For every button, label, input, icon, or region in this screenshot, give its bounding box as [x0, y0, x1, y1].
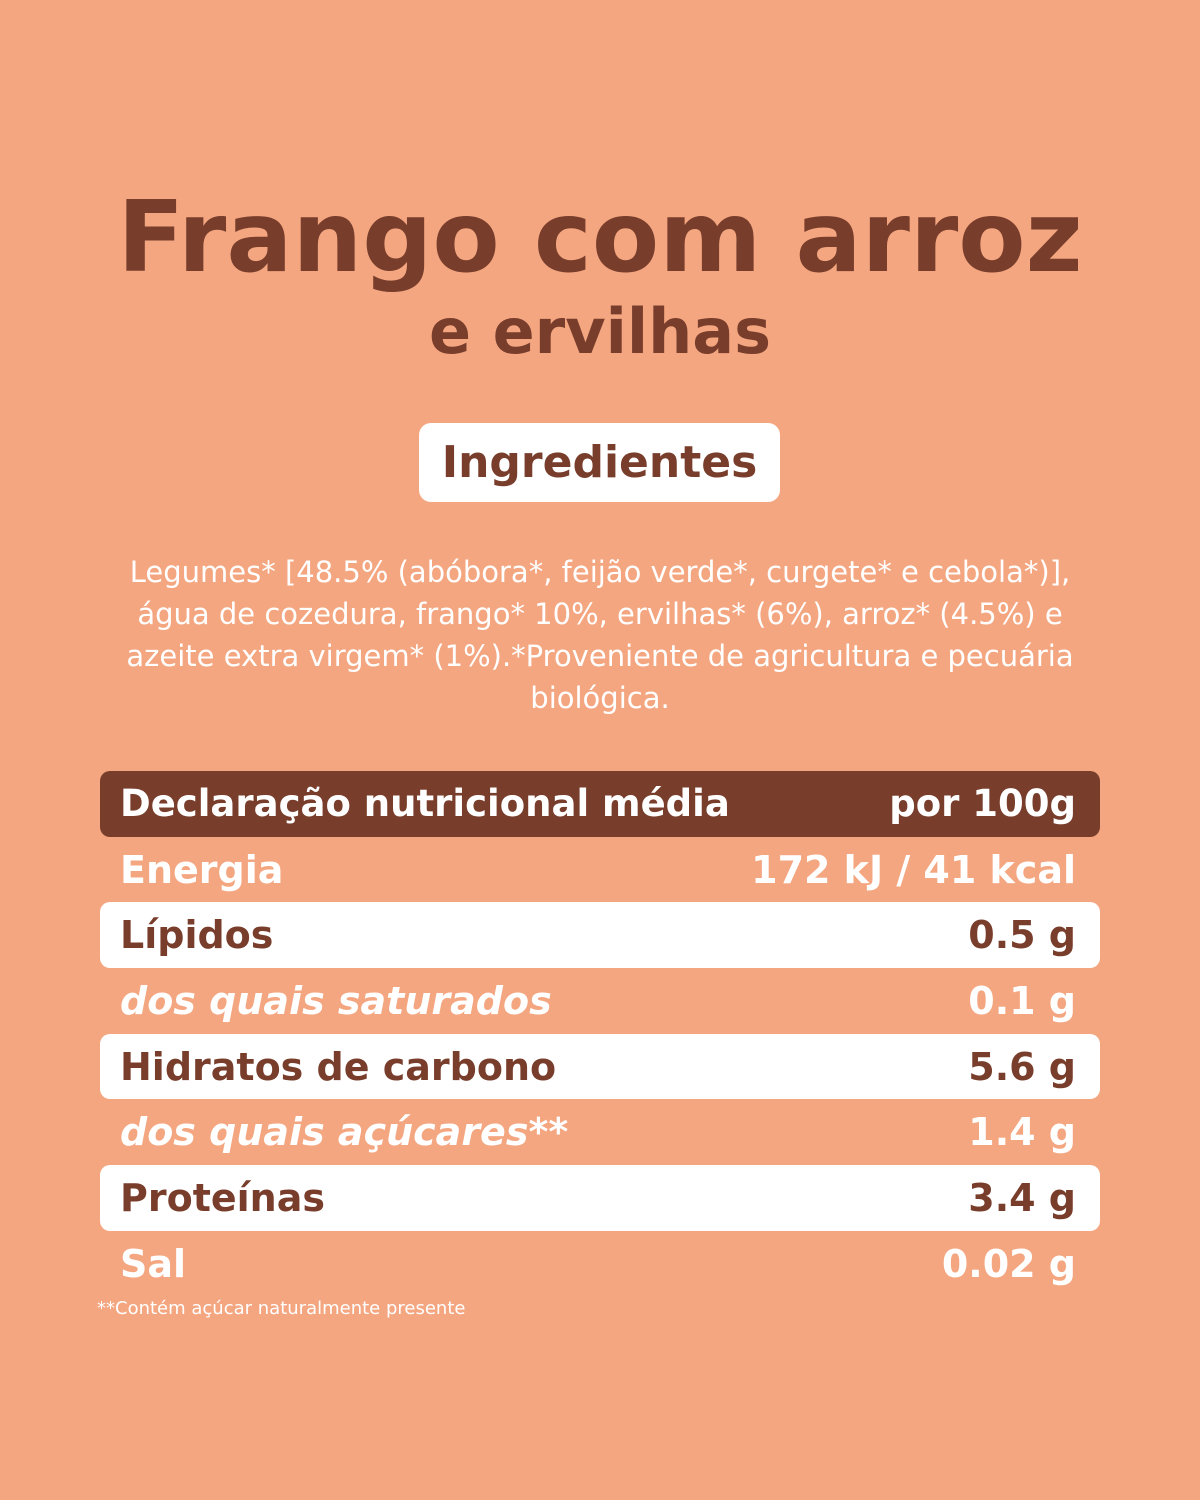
- nutrition-row-label: dos quais saturados: [120, 978, 552, 1023]
- ingredients-heading: Ingredientes: [419, 423, 780, 502]
- nutrition-row-label: Sal: [120, 1241, 187, 1286]
- ingredients-text: Legumes* [48.5% (abóbora*, feijão verde*…: [126, 555, 1074, 715]
- nutrition-row-hidratos: Hidratos de carbono 5.6 g: [100, 1033, 1100, 1100]
- nutrition-row-value: 1.4 g: [968, 1110, 1076, 1155]
- nutrition-row-label: Proteínas: [120, 1175, 325, 1220]
- nutrition-header-label: Declaração nutricional média: [120, 782, 730, 826]
- nutrition-row-saturados: dos quais saturados 0.1 g: [100, 968, 1100, 1034]
- nutrition-table: Declaração nutricional média por 100g En…: [100, 771, 1100, 1297]
- nutrition-row-proteinas: Proteínas 3.4 g: [100, 1165, 1100, 1231]
- nutrition-row-sal: Sal 0.02 g: [100, 1231, 1100, 1297]
- nutrition-footnote: **Contém açúcar naturalmente presente: [97, 1298, 466, 1319]
- nutrition-row-label: Hidratos de carbono: [120, 1044, 557, 1089]
- nutrition-row-value: 0.5 g: [968, 913, 1076, 958]
- nutrition-row-value: 0.02 g: [941, 1241, 1076, 1286]
- nutrition-row-value: 5.6 g: [968, 1044, 1076, 1089]
- nutrition-row-lipidos: Lípidos 0.5 g: [100, 902, 1100, 969]
- nutrition-row-acucares: dos quais açúcares** 1.4 g: [100, 1099, 1100, 1165]
- nutrition-row-label: Lípidos: [120, 913, 274, 958]
- nutrition-row-value: 3.4 g: [968, 1175, 1076, 1220]
- product-title: Frango com arroz: [117, 181, 1083, 295]
- nutrition-row-label: dos quais açúcares**: [120, 1110, 569, 1155]
- nutrition-header-row: Declaração nutricional média por 100g: [100, 771, 1100, 837]
- product-subtitle: e ervilhas: [428, 295, 772, 368]
- nutrition-row-label: Energia: [120, 847, 284, 892]
- nutrition-row-value: 0.1 g: [968, 978, 1076, 1023]
- nutrition-header-value: por 100g: [889, 782, 1076, 826]
- nutrition-row-value: 172 kJ / 41 kcal: [751, 847, 1076, 892]
- nutrition-row-energia: Energia 172 kJ / 41 kcal: [100, 837, 1100, 903]
